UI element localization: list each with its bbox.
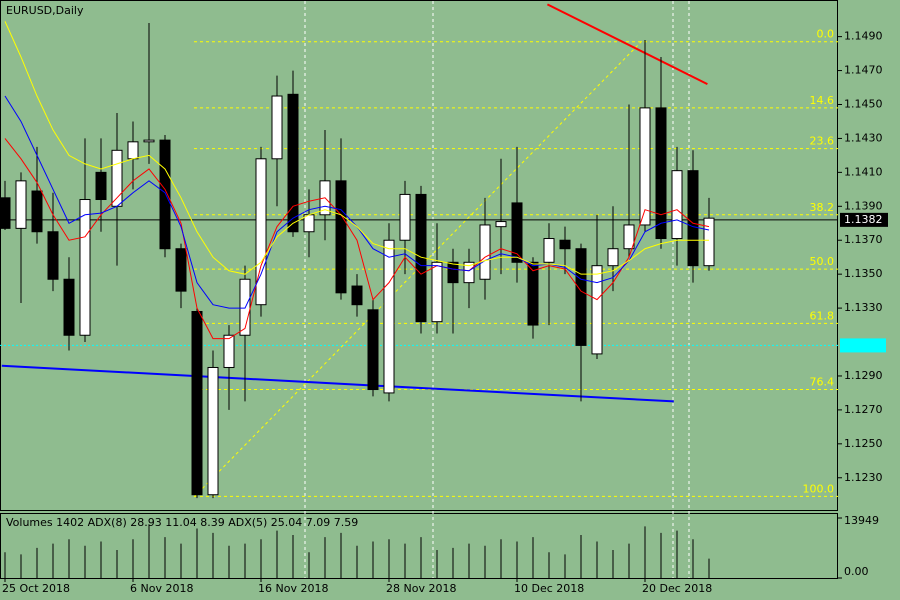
current-price-label: 1.1382 bbox=[844, 213, 883, 226]
main-frame bbox=[0, 0, 838, 511]
fib-label: 38.2 bbox=[810, 201, 835, 214]
vertical-grid bbox=[304, 1, 690, 578]
candle-body bbox=[479, 224, 491, 280]
y-tick-label: 1.1430 bbox=[844, 131, 883, 144]
candle-body bbox=[127, 141, 139, 160]
x-tick-label: 28 Nov 2018 bbox=[386, 582, 456, 595]
chart-title: EURUSD,Daily bbox=[6, 4, 84, 17]
candle-body bbox=[143, 139, 155, 143]
y-tick-label: 1.1490 bbox=[844, 30, 883, 43]
x-tick-label: 6 Nov 2018 bbox=[130, 582, 193, 595]
candle-body bbox=[431, 261, 443, 323]
trendline bbox=[1, 364, 674, 403]
fib-label: 76.4 bbox=[810, 376, 835, 389]
candle-body bbox=[303, 214, 315, 233]
volume-tick-label: 13949 bbox=[844, 514, 879, 527]
candle-body bbox=[527, 261, 539, 326]
candle-body bbox=[335, 180, 347, 294]
x-tick-label: 10 Dec 2018 bbox=[514, 582, 584, 595]
y-tick-label: 1.1230 bbox=[844, 471, 883, 484]
candle-body bbox=[671, 170, 683, 240]
y-tick-label: 1.1270 bbox=[844, 403, 883, 416]
candle-body bbox=[207, 366, 219, 496]
candle-body bbox=[511, 202, 523, 263]
volume-tick-label: 0.00 bbox=[844, 565, 869, 578]
candle-body bbox=[79, 199, 91, 336]
candle-body bbox=[463, 261, 475, 284]
trendline bbox=[546, 3, 708, 86]
y-tick-label: 1.1290 bbox=[844, 369, 883, 382]
level-marker bbox=[840, 338, 886, 353]
x-tick-label: 16 Nov 2018 bbox=[258, 582, 328, 595]
candle-body bbox=[543, 238, 555, 263]
y-tick-label: 1.1390 bbox=[844, 199, 883, 212]
y-tick-label: 1.1470 bbox=[844, 64, 883, 77]
fib-label: 0.0 bbox=[817, 28, 835, 41]
candle-body bbox=[351, 285, 363, 306]
candle-body bbox=[703, 217, 715, 267]
candle-body bbox=[623, 224, 635, 250]
current-price-box bbox=[840, 212, 888, 227]
candle-body bbox=[575, 248, 587, 346]
candle-body bbox=[223, 334, 235, 368]
candle-body bbox=[591, 265, 603, 355]
candle-body bbox=[191, 310, 203, 496]
candle-body bbox=[271, 95, 283, 160]
y-tick-label: 1.1370 bbox=[844, 233, 883, 246]
candle-body bbox=[607, 248, 619, 267]
x-tick-label: 20 Dec 2018 bbox=[642, 582, 712, 595]
candle-body bbox=[655, 107, 667, 240]
y-tick-label: 1.1250 bbox=[844, 437, 883, 450]
candle-body bbox=[95, 171, 107, 201]
y-tick-label: 1.1350 bbox=[844, 267, 883, 280]
sub-frame bbox=[0, 513, 838, 579]
candle-body bbox=[399, 193, 411, 241]
candle-body bbox=[639, 107, 651, 226]
candle-body bbox=[175, 248, 187, 292]
candle-body bbox=[367, 309, 379, 391]
candle-body bbox=[287, 93, 299, 233]
volume-title: Volumes 1402 ADX(8) 28.93 11.04 8.39 ADX… bbox=[6, 516, 358, 529]
candle-body bbox=[383, 239, 395, 394]
candle-body bbox=[0, 197, 11, 229]
candle-body bbox=[63, 278, 75, 336]
candle-body bbox=[47, 231, 59, 280]
candle-body bbox=[495, 221, 507, 228]
candle-body bbox=[447, 261, 459, 284]
candle-body bbox=[159, 139, 171, 250]
candle-body bbox=[559, 239, 571, 250]
candle-body bbox=[31, 190, 43, 233]
y-tick-label: 1.1330 bbox=[844, 301, 883, 314]
fib-label: 50.0 bbox=[810, 255, 835, 268]
fib-label: 100.0 bbox=[803, 482, 835, 495]
indicator-line bbox=[4, 21, 709, 275]
fib-label: 14.6 bbox=[810, 94, 835, 107]
candle-body bbox=[15, 180, 27, 229]
y-tick-label: 1.1410 bbox=[844, 165, 883, 178]
candle-body bbox=[687, 170, 699, 267]
indicator-line bbox=[4, 138, 710, 340]
candle-body bbox=[255, 158, 267, 306]
fib-label: 61.8 bbox=[810, 309, 835, 322]
x-tick-label: 25 Oct 2018 bbox=[2, 582, 70, 595]
fib-label: 23.6 bbox=[810, 135, 835, 148]
y-tick-label: 1.1450 bbox=[844, 97, 883, 110]
